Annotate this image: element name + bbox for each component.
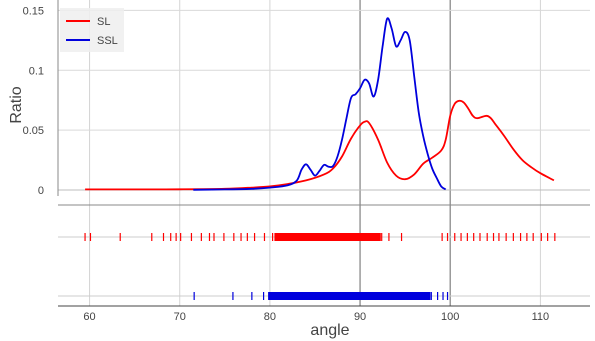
legend-label-ssl[interactable]: SSL: [97, 35, 118, 47]
y-tick-label-0: 0: [38, 185, 44, 197]
x-axis-title: angle: [310, 322, 349, 339]
x-tick-label-5: 110: [532, 311, 550, 323]
y-tick-label-3: 0.15: [23, 5, 44, 17]
y-axis-title: Ratio: [8, 86, 25, 123]
rug-dense-band-ssl: [268, 292, 431, 300]
rug-plot: [84, 233, 556, 300]
legend[interactable]: SL SSL: [60, 8, 124, 52]
x-tick-label-3: 90: [354, 311, 366, 323]
x-tick-label-0: 60: [83, 311, 95, 323]
y-tick-label-1: 0.05: [23, 125, 44, 137]
x-tick-label-2: 80: [264, 311, 276, 323]
series-line-ssl: [193, 17, 447, 191]
x-tick-label-4: 100: [441, 311, 459, 323]
legend-box: [60, 8, 124, 52]
series-line-sl: [85, 99, 555, 191]
density-lines: [85, 17, 555, 191]
y-tick-label-2: 0.1: [29, 65, 44, 77]
legend-label-sl[interactable]: SL: [97, 16, 110, 28]
rug-dense-band-sl: [274, 233, 381, 241]
tick-labels: 60 70 80 90 100 110 0 0.05 0.1 0.15: [23, 5, 550, 323]
x-tick-label-1: 70: [174, 311, 186, 323]
